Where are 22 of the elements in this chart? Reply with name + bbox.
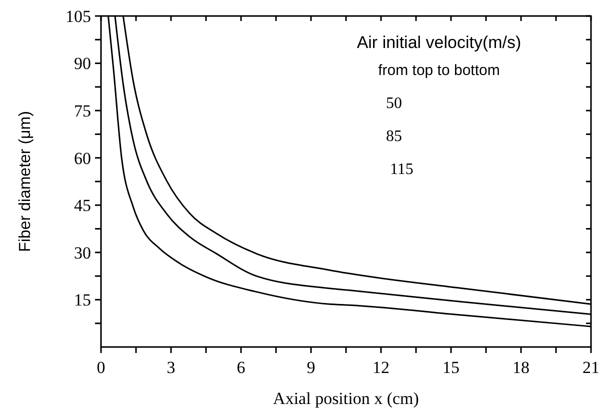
x-tick-label: 6 (236, 358, 246, 377)
x-tick-label: 12 (372, 358, 390, 377)
y-tick-label: 90 (74, 54, 91, 74)
annotation: Air initial velocity(m/s) (356, 33, 522, 52)
annotation: 50 (386, 95, 402, 112)
x-tick-label: 21 (582, 358, 600, 377)
y-tick-label: 45 (74, 196, 91, 216)
annotation: 85 (386, 128, 402, 145)
annotation: from top to bottom (378, 62, 500, 79)
y-tick-label: 60 (74, 148, 91, 168)
x-tick-label: 9 (306, 358, 316, 377)
x-tick-label: 0 (96, 358, 106, 377)
x-axis-title: Axial position x (cm) (273, 389, 419, 408)
annotation: 115 (390, 161, 414, 178)
y-tick-label: 30 (74, 243, 91, 262)
x-tick-label: 3 (166, 358, 176, 377)
y-tick-label: 105 (66, 6, 91, 26)
y-axis-title: Fiber diameter (μm) (17, 111, 34, 252)
x-tick-label: 18 (512, 358, 530, 377)
y-tick-label: 75 (74, 102, 91, 121)
y-tick-label: 15 (74, 290, 91, 310)
x-tick-label: 15 (442, 358, 460, 377)
